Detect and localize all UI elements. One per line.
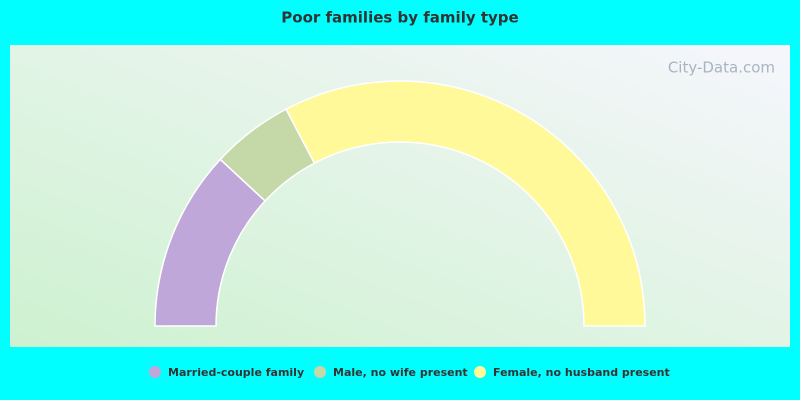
- legend-swatch: [314, 366, 326, 378]
- chart-title: Poor families by family type: [281, 9, 518, 27]
- watermark: City-Data.com: [668, 59, 775, 77]
- slice: [285, 80, 646, 327]
- legend-swatch: [474, 366, 486, 378]
- legend-label: Female, no husband present: [493, 366, 670, 379]
- legend-swatch: [149, 366, 161, 378]
- legend-label: Married-couple family: [168, 366, 304, 379]
- legend-label: Male, no wife present: [333, 366, 468, 379]
